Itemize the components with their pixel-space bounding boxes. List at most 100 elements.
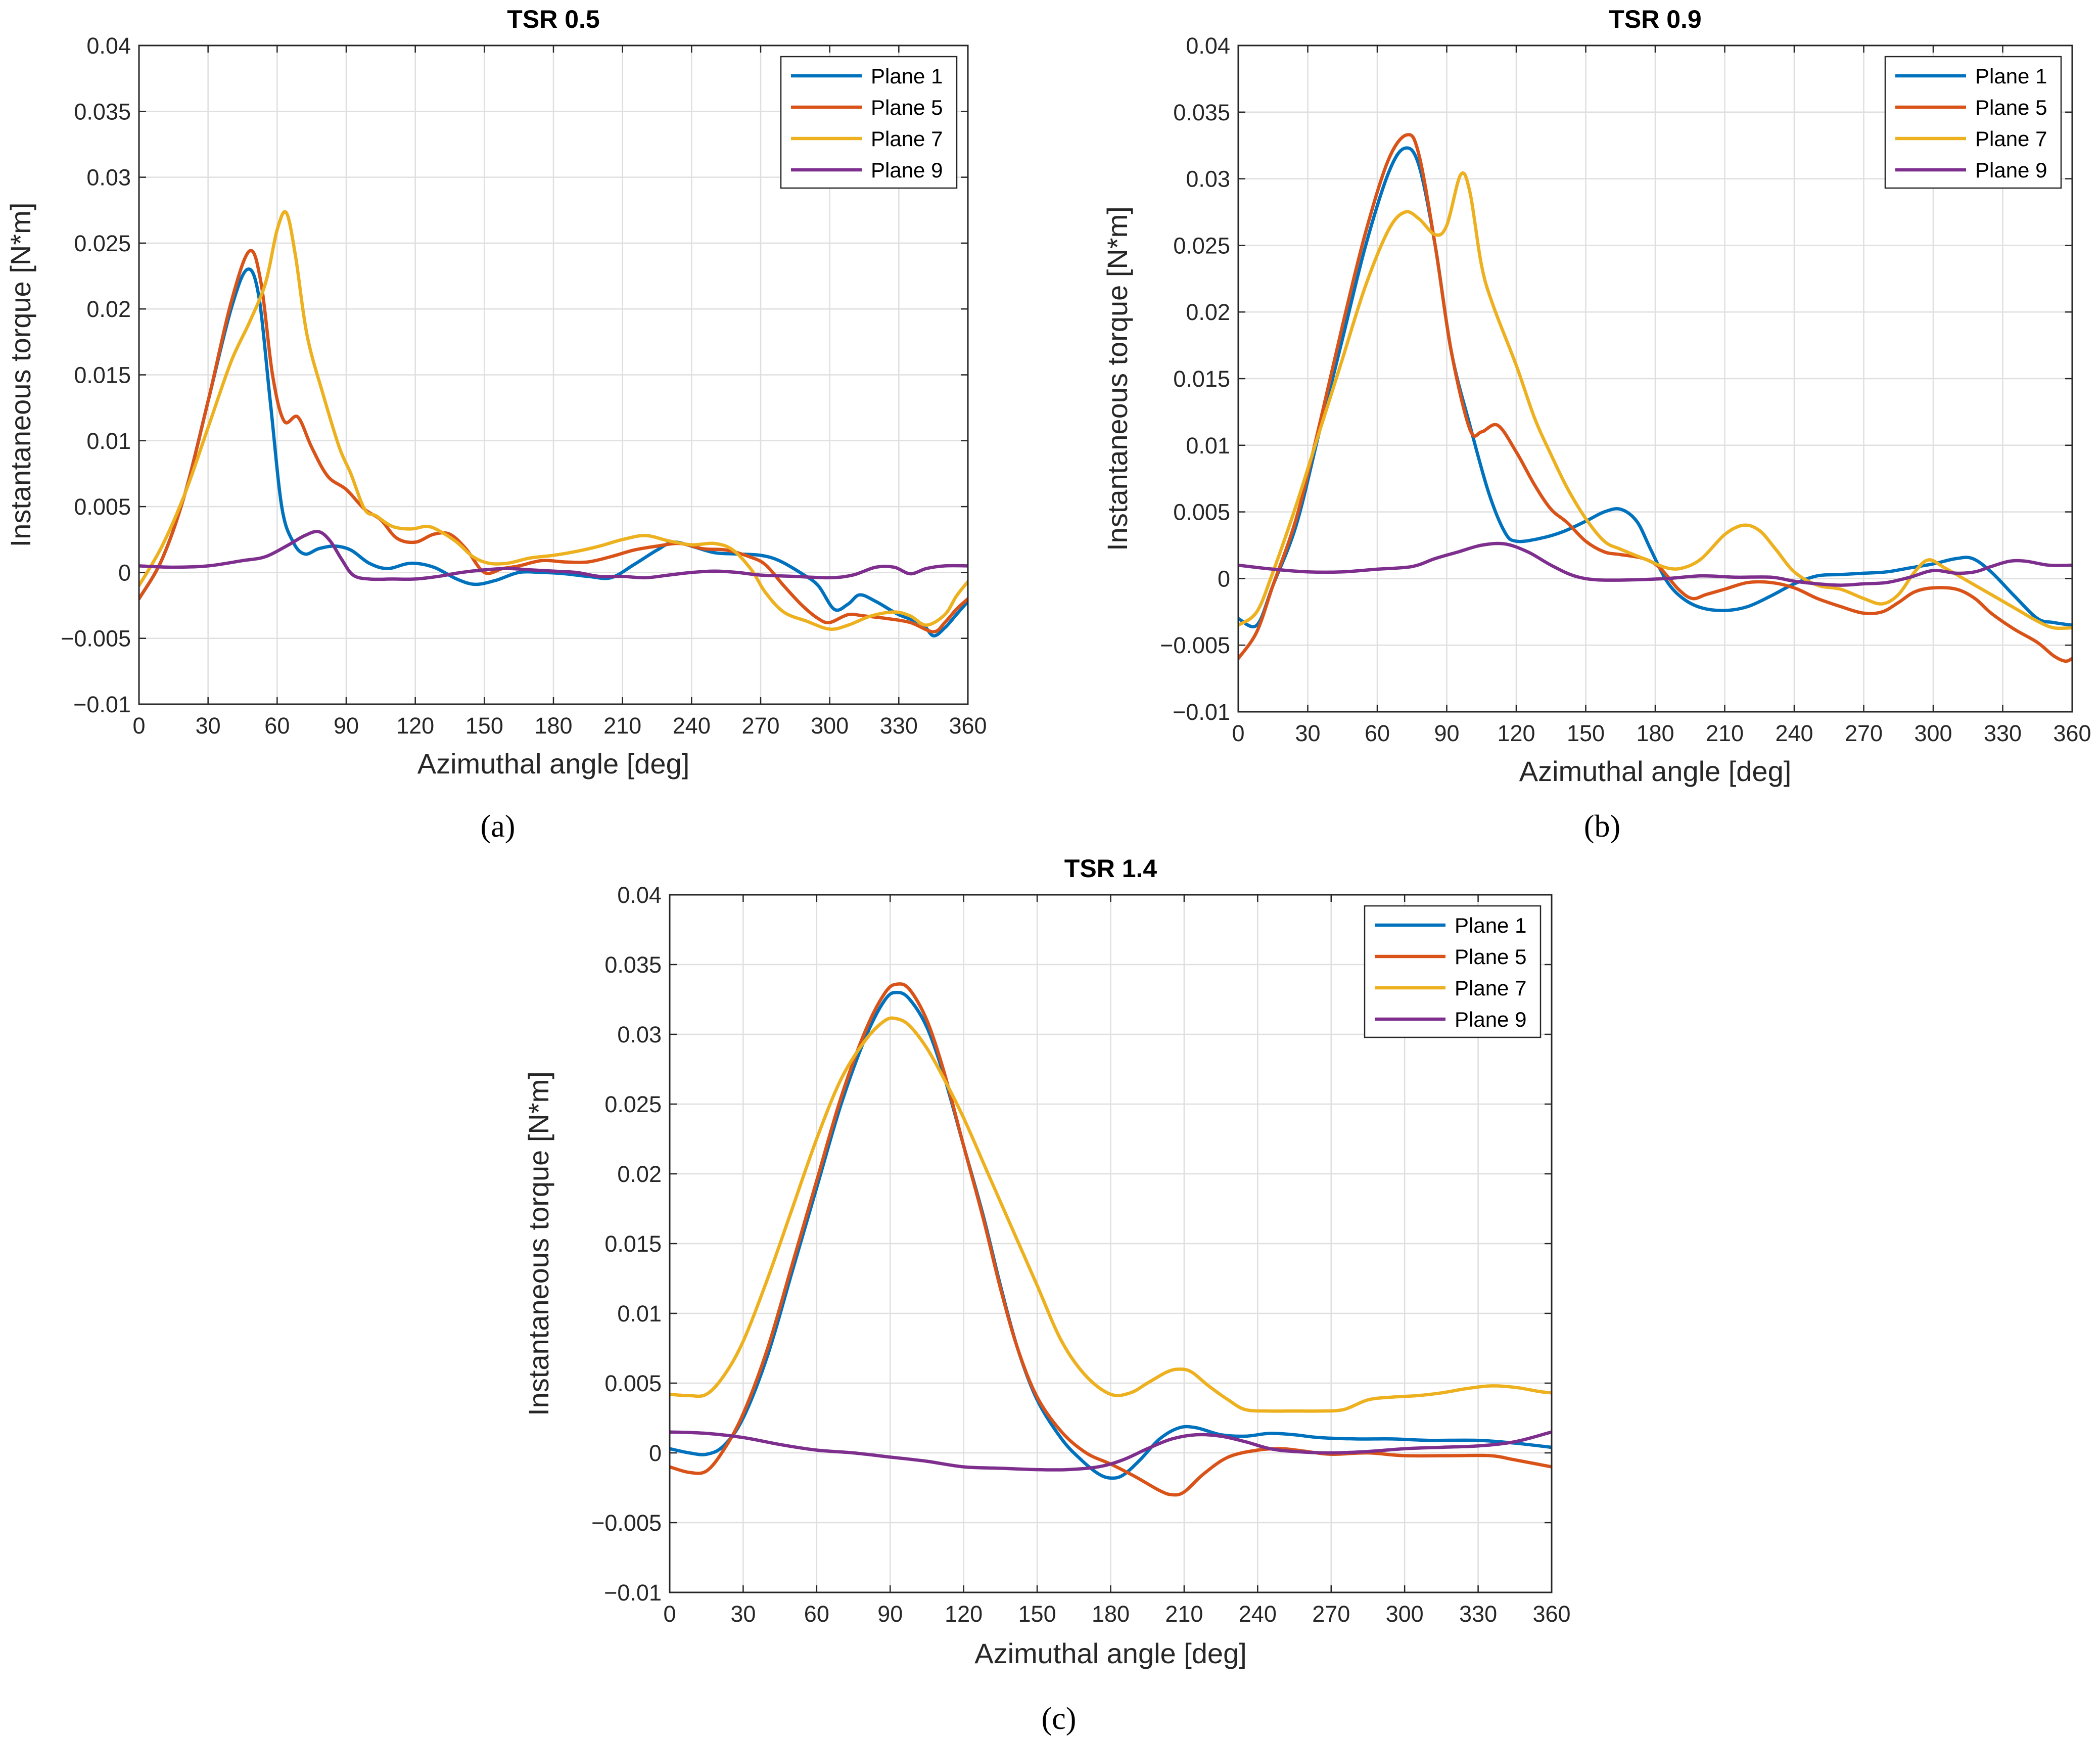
x-tick-label: 270 — [1312, 1601, 1350, 1627]
legend: Plane 1 Plane 5 Plane 7 Plane 9 — [1364, 905, 1542, 1038]
y-tick-label: 0.025 — [74, 231, 131, 256]
series-lines — [1238, 133, 2072, 663]
x-tick-label: 270 — [1845, 720, 1883, 746]
x-tick-label: 60 — [804, 1601, 829, 1627]
y-tick-label: −0.01 — [604, 1580, 662, 1606]
legend-label: Plane 7 — [1975, 127, 2047, 151]
y-tick-label: 0.01 — [1186, 433, 1230, 459]
x-axis-label: Azimuthal angle [deg] — [974, 1637, 1247, 1669]
y-tick-label: 0.025 — [1173, 233, 1230, 258]
legend-label: Plane 7 — [1455, 976, 1526, 1000]
y-tick-label: 0.025 — [604, 1091, 662, 1117]
x-tick-label: 240 — [1239, 1601, 1277, 1627]
x-tick-label: 210 — [603, 713, 641, 739]
y-tick-label: 0.035 — [1173, 100, 1230, 125]
y-axis-label: Instantaneous torque [N*m] — [1101, 206, 1133, 551]
legend-label: Plane 9 — [1455, 1008, 1526, 1031]
y-tick-label: 0.04 — [86, 33, 131, 59]
x-tick-label: 150 — [1567, 720, 1605, 746]
x-tick-label: 240 — [673, 713, 711, 739]
series-line-plane-7 — [670, 1016, 1552, 1413]
panel-caption: (c) — [1042, 1702, 1077, 1736]
x-axis-label: Azimuthal angle [deg] — [417, 748, 690, 780]
x-tick-label: 30 — [196, 713, 221, 739]
panel-b-tsr-0-9: 0 30 60 90 120 150 180 210 240 270 300 330 360 −0.01 −… — [1101, 5, 2091, 844]
x-tick-label: 180 — [1092, 1601, 1130, 1627]
y-tick-label: 0.015 — [604, 1231, 662, 1257]
y-tick-label: −0.01 — [73, 692, 131, 717]
y-tick-label: 0.03 — [1186, 166, 1230, 192]
y-tick-label: −0.01 — [1173, 699, 1230, 725]
legend-box — [780, 56, 958, 189]
x-tick-label: 240 — [1775, 720, 1813, 746]
chart-title: TSR 0.9 — [1609, 5, 1701, 33]
y-tick-label: 0.005 — [74, 494, 131, 520]
chart-title: TSR 0.5 — [507, 5, 599, 33]
legend-box — [1884, 56, 2062, 189]
y-axis-label: Instantaneous torque [N*m] — [5, 203, 36, 547]
x-tick-label: 30 — [730, 1601, 756, 1627]
series-line-plane-5 — [1238, 133, 2072, 663]
series-line-plane-9 — [1238, 541, 2072, 587]
x-tick-label: 150 — [1018, 1601, 1056, 1627]
y-tick-label: 0.035 — [604, 952, 662, 978]
x-tick-label: 360 — [949, 713, 987, 739]
y-tick-label: 0.01 — [617, 1301, 662, 1327]
series-line-plane-7 — [139, 210, 968, 631]
series-line-plane-1 — [139, 267, 968, 637]
panel-caption: (a) — [481, 809, 516, 844]
chart-title: TSR 1.4 — [1064, 854, 1157, 883]
y-tick-label: −0.005 — [61, 626, 131, 652]
x-tick-label: 0 — [132, 713, 145, 739]
x-tick-label: 330 — [1459, 1601, 1497, 1627]
y-tick-label: 0 — [649, 1440, 662, 1466]
series-line-plane-9 — [670, 1430, 1552, 1472]
x-tick-label: 360 — [2053, 720, 2091, 746]
legend: Plane 1 Plane 5 Plane 7 Plane 9 — [1884, 56, 2062, 189]
series-line-plane-1 — [1238, 146, 2072, 628]
x-tick-label: 90 — [877, 1601, 903, 1627]
panel-caption: (b) — [1584, 809, 1620, 844]
x-tick-label: 300 — [811, 713, 849, 739]
legend-label: Plane 1 — [1455, 913, 1526, 937]
legend-label: Plane 5 — [1455, 945, 1526, 969]
y-tick-label: 0.01 — [86, 428, 131, 454]
y-tick-label: 0.02 — [617, 1161, 662, 1187]
legend-label: Plane 9 — [871, 158, 943, 182]
x-tick-label: 150 — [465, 713, 503, 739]
series-lines — [139, 210, 968, 637]
y-axis-label: Instantaneous torque [N*m] — [523, 1071, 554, 1416]
x-tick-label: 300 — [1914, 720, 1952, 746]
y-tick-label: −0.005 — [591, 1510, 662, 1536]
x-tick-label: 0 — [1232, 720, 1244, 746]
x-tick-label: 120 — [1497, 720, 1535, 746]
x-axis-label: Azimuthal angle [deg] — [1519, 755, 1792, 787]
x-tick-label: 180 — [534, 713, 572, 739]
y-tick-label: 0.005 — [604, 1370, 662, 1396]
y-tick-label: 0.03 — [86, 165, 131, 191]
y-tick-label: 0 — [1218, 566, 1230, 591]
legend-box — [1364, 905, 1542, 1038]
x-tick-label: 360 — [1532, 1601, 1570, 1627]
x-tick-label: 330 — [1984, 720, 2022, 746]
series-line-plane-9 — [139, 530, 968, 581]
y-tick-label: 0.015 — [1173, 366, 1230, 392]
legend-label: Plane 9 — [1975, 158, 2047, 182]
axes-box — [669, 894, 1553, 1593]
y-tick-label: −0.005 — [1160, 632, 1230, 658]
y-tick-label: 0.02 — [86, 296, 131, 322]
legend-label: Plane 7 — [871, 127, 943, 151]
x-tick-label: 90 — [334, 713, 359, 739]
panel-c-tsr-1-4: 0 30 60 90 120 150 180 210 240 270 300 330 360 −0.01 −… — [523, 854, 1571, 1736]
legend-label: Plane 1 — [1975, 64, 2047, 88]
y-tick-label: 0.035 — [74, 99, 131, 124]
y-tick-label: 0.04 — [1186, 33, 1230, 59]
panel-a-tsr-0-5: 0 30 60 90 120 150 180 210 240 270 300 330 360 −0.01 −… — [5, 5, 987, 844]
y-tick-label: 0 — [118, 560, 131, 585]
legend: Plane 1 Plane 5 Plane 7 Plane 9 — [780, 56, 958, 189]
x-tick-label: 0 — [663, 1601, 676, 1627]
legend-label: Plane 5 — [871, 96, 943, 119]
series-lines — [670, 982, 1552, 1497]
axes-box — [138, 44, 969, 705]
